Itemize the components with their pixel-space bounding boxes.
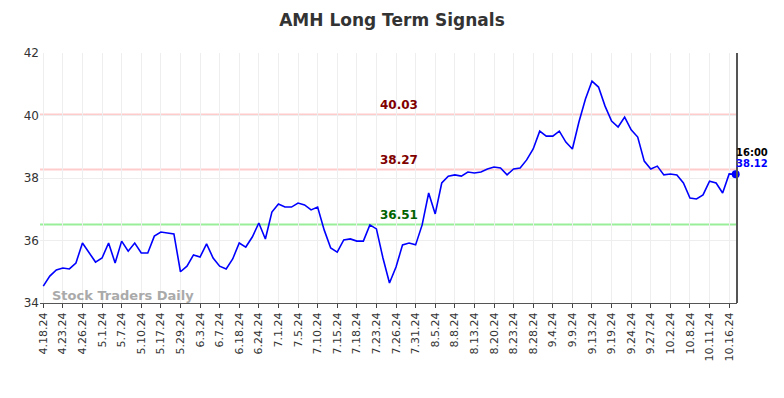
svg-text:8.23.24: 8.23.24 [507, 312, 520, 354]
svg-text:10.11.24: 10.11.24 [703, 312, 716, 361]
svg-text:36.51: 36.51 [380, 208, 418, 222]
svg-text:16:00: 16:00 [736, 147, 768, 158]
svg-text:AMH Long Term Signals: AMH Long Term Signals [279, 10, 505, 30]
svg-text:9.19.24: 9.19.24 [605, 312, 618, 354]
svg-text:9.13.24: 9.13.24 [586, 312, 599, 354]
svg-text:5.17.24: 5.17.24 [154, 312, 167, 354]
svg-text:9.27.24: 9.27.24 [644, 312, 657, 354]
svg-text:5.1.24: 5.1.24 [96, 312, 109, 347]
svg-text:4.18.24: 4.18.24 [37, 312, 50, 354]
svg-text:6.18.24: 6.18.24 [233, 312, 246, 354]
svg-text:7.15.24: 7.15.24 [331, 312, 344, 354]
svg-text:36: 36 [24, 234, 39, 248]
svg-text:38: 38 [24, 171, 39, 185]
svg-text:4.26.24: 4.26.24 [76, 312, 89, 354]
svg-text:34: 34 [24, 296, 39, 310]
svg-text:40.03: 40.03 [380, 98, 418, 112]
svg-text:38.12: 38.12 [736, 158, 768, 169]
svg-text:7.10.24: 7.10.24 [311, 312, 324, 354]
svg-text:5.29.24: 5.29.24 [174, 312, 187, 354]
svg-text:7.5.24: 7.5.24 [292, 312, 305, 347]
svg-text:8.20.24: 8.20.24 [488, 312, 501, 354]
svg-text:6.7.24: 6.7.24 [213, 312, 226, 347]
svg-text:10.2.24: 10.2.24 [664, 312, 677, 354]
svg-text:10.16.24: 10.16.24 [723, 312, 736, 361]
svg-text:Stock Traders Daily: Stock Traders Daily [52, 288, 194, 303]
svg-text:6.24.24: 6.24.24 [252, 312, 265, 354]
svg-text:9.24.24: 9.24.24 [625, 312, 638, 354]
svg-text:8.5.24: 8.5.24 [429, 312, 442, 347]
svg-text:9.4.24: 9.4.24 [546, 312, 559, 347]
svg-text:9.9.24: 9.9.24 [566, 312, 579, 347]
svg-text:8.8.24: 8.8.24 [448, 312, 461, 347]
svg-text:5.7.24: 5.7.24 [115, 312, 128, 347]
svg-text:6.3.24: 6.3.24 [194, 312, 207, 347]
svg-text:8.28.24: 8.28.24 [527, 312, 540, 354]
svg-text:38.27: 38.27 [380, 153, 418, 167]
svg-text:40: 40 [24, 109, 39, 123]
svg-text:5.10.24: 5.10.24 [135, 312, 148, 354]
svg-text:7.31.24: 7.31.24 [409, 312, 422, 354]
svg-text:8.13.24: 8.13.24 [468, 312, 481, 354]
svg-text:4.23.24: 4.23.24 [56, 312, 69, 354]
svg-text:42: 42 [24, 46, 39, 60]
svg-text:7.26.24: 7.26.24 [390, 312, 403, 354]
svg-text:10.8.24: 10.8.24 [684, 312, 697, 354]
svg-text:7.23.24: 7.23.24 [370, 312, 383, 354]
svg-text:7.1.24: 7.1.24 [272, 312, 285, 347]
svg-text:7.18.24: 7.18.24 [350, 312, 363, 354]
